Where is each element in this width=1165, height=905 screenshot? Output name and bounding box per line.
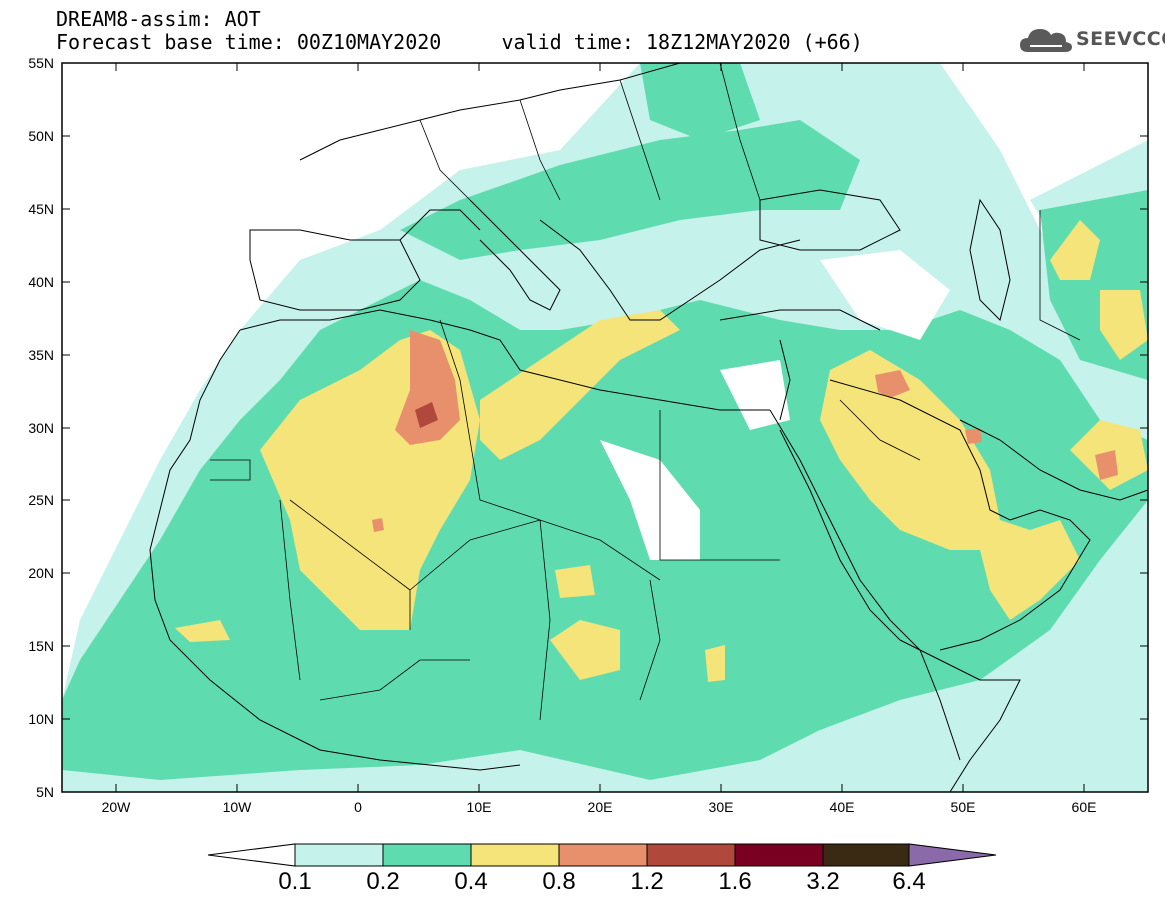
colorbar-swatch-0 [294,843,384,867]
coastlines [149,63,1148,792]
colorbar-swatch-1 [382,843,472,867]
lon-ticks [115,63,1085,792]
lat-label-40n: 40N [28,274,54,290]
lon-label-0: 0 [354,799,362,815]
lat-label-55n: 55N [28,55,54,71]
colorbar-label-3: 0.8 [542,868,576,895]
colorbar-label-7: 6.4 [892,868,926,895]
colorbar-label-5: 1.6 [718,868,752,895]
country-borders [210,63,1081,721]
colorbar-swatch-2 [470,843,560,867]
lon-label-40e: 40E [829,799,855,815]
lon-label-10w: 10W [222,799,252,815]
map-title: DREAM8-assim: AOT [56,7,261,31]
colorbar-swatch-3 [558,843,648,867]
lat-label-15n: 15N [28,638,54,654]
lon-label-20e: 20E [587,799,613,815]
lat-label-45n: 45N [28,201,54,217]
lon-label-60e: 60E [1071,799,1097,815]
colorbar-swatch-4 [646,843,736,867]
lon-label-50e: 50E [950,799,976,815]
lat-ticks [62,62,1148,720]
lat-label-35n: 35N [28,347,54,363]
colorbar-label-1: 0.2 [366,868,400,895]
forecast-times: Forecast base time: 00Z10MAY2020 valid t… [56,30,863,54]
colorbar-swatch-5 [734,843,824,867]
colorbar-label-6: 3.2 [806,868,840,895]
cloud-icon [1020,29,1072,52]
colorbar-high-arrow [908,843,997,867]
seevccc-logo: SEEVCCC [1018,22,1165,58]
logo-text: SEEVCCC [1076,28,1165,50]
colorbar [207,843,997,867]
lon-label-20w: 20W [101,799,131,815]
lat-label-20n: 20N [28,565,54,581]
lat-label-50n: 50N [28,128,54,144]
lat-label-5n: 5N [36,784,54,800]
colorbar-label-4: 1.2 [630,868,664,895]
lat-label-10n: 10N [28,711,54,727]
colorbar-swatch-6 [822,843,910,867]
colorbar-label-0: 0.1 [278,868,312,895]
colorbar-label-2: 0.4 [454,868,488,895]
lon-label-30e: 30E [708,799,734,815]
lat-label-25n: 25N [28,492,54,508]
lon-label-10e: 10E [466,799,492,815]
lat-label-30n: 30N [28,420,54,436]
colorbar-low-arrow [207,843,296,867]
